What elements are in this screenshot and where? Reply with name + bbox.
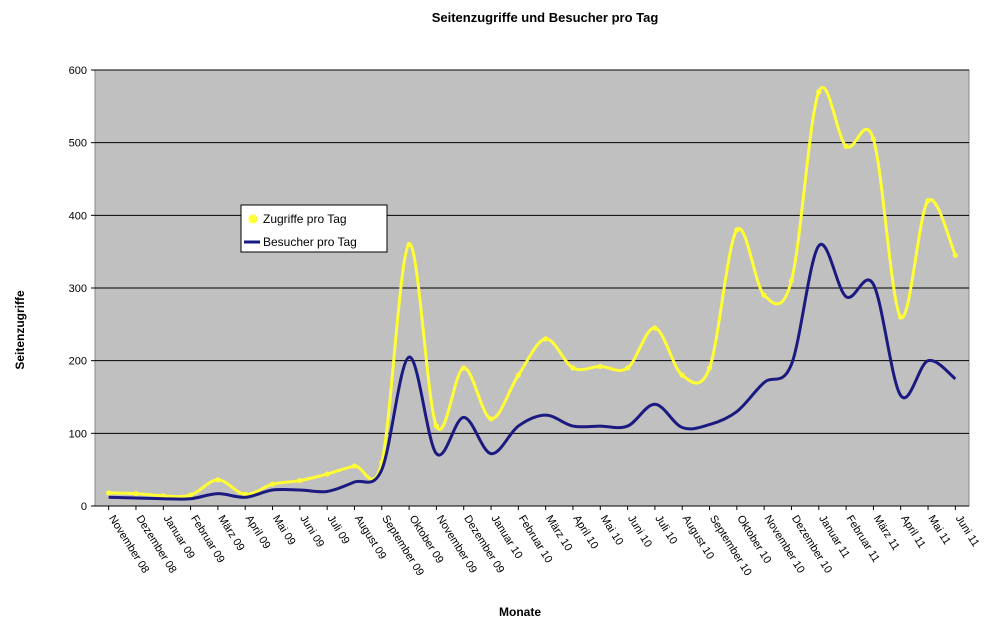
data-point [843,143,849,149]
data-point [215,477,221,483]
data-point [816,89,822,95]
data-point [406,241,412,247]
legend-box [240,204,388,253]
data-point [106,490,112,496]
data-point [297,477,303,484]
x-tick-label: Juni 09 [297,513,326,549]
y-axis-ticks: 0 100 200 300 400 500 600 [69,65,95,513]
x-tick-label: Mai 11 [925,513,952,547]
data-point [925,198,931,204]
x-tick-label: Juni 11 [953,513,982,549]
x-tick-label: Juli 10 [652,513,679,546]
data-point [761,292,767,298]
data-point [324,471,330,477]
data-point [706,365,713,371]
data-point [187,492,194,498]
gridlines [95,69,969,507]
x-tick-label: Juni 10 [625,513,654,549]
data-point [515,372,521,378]
x-tick-label: Juli 09 [325,513,352,546]
data-point [351,463,358,469]
data-point [870,136,877,142]
data-point [570,365,576,371]
data-point [543,336,549,342]
data-point [269,481,276,487]
data-point [461,365,467,371]
data-point [788,278,795,284]
legend-label: Zugriffe pro Tag [263,212,347,226]
data-point [488,416,494,422]
data-point [952,252,958,258]
series-lines [106,86,958,501]
data-point [898,314,904,320]
y-tick-label: 300 [69,283,87,295]
data-point [734,227,740,233]
series-line-1 [108,242,957,501]
data-point [133,491,139,497]
data-point [679,372,685,378]
y-axis-title: Seitenzugriffe [13,290,27,370]
x-tick-label: April 10 [570,513,600,551]
y-tick-label: 100 [69,428,87,440]
legend-label: Besucher pro Tag [263,235,357,249]
data-point [624,365,631,371]
y-tick-label: 400 [69,210,87,222]
x-tick-label: April 11 [898,513,928,550]
data-point [433,423,440,429]
y-tick-label: 0 [81,501,87,513]
data-point [597,363,603,370]
x-tick-label: Mai 10 [598,513,626,547]
legend: Zugriffe pro Tag Besucher pro Tag [240,204,388,253]
chart-title: Seitenzugriffe und Besucher pro Tag [432,10,659,25]
y-tick-label: 600 [69,65,87,77]
legend-marker [248,214,258,224]
y-tick-label: 200 [69,356,87,368]
x-tick-label: April 09 [243,513,273,551]
data-point [160,493,166,499]
data-point [652,325,658,331]
x-tick-label: Mai 09 [270,513,298,547]
y-tick-label: 500 [69,138,87,150]
x-axis-title: Monate [499,605,541,619]
